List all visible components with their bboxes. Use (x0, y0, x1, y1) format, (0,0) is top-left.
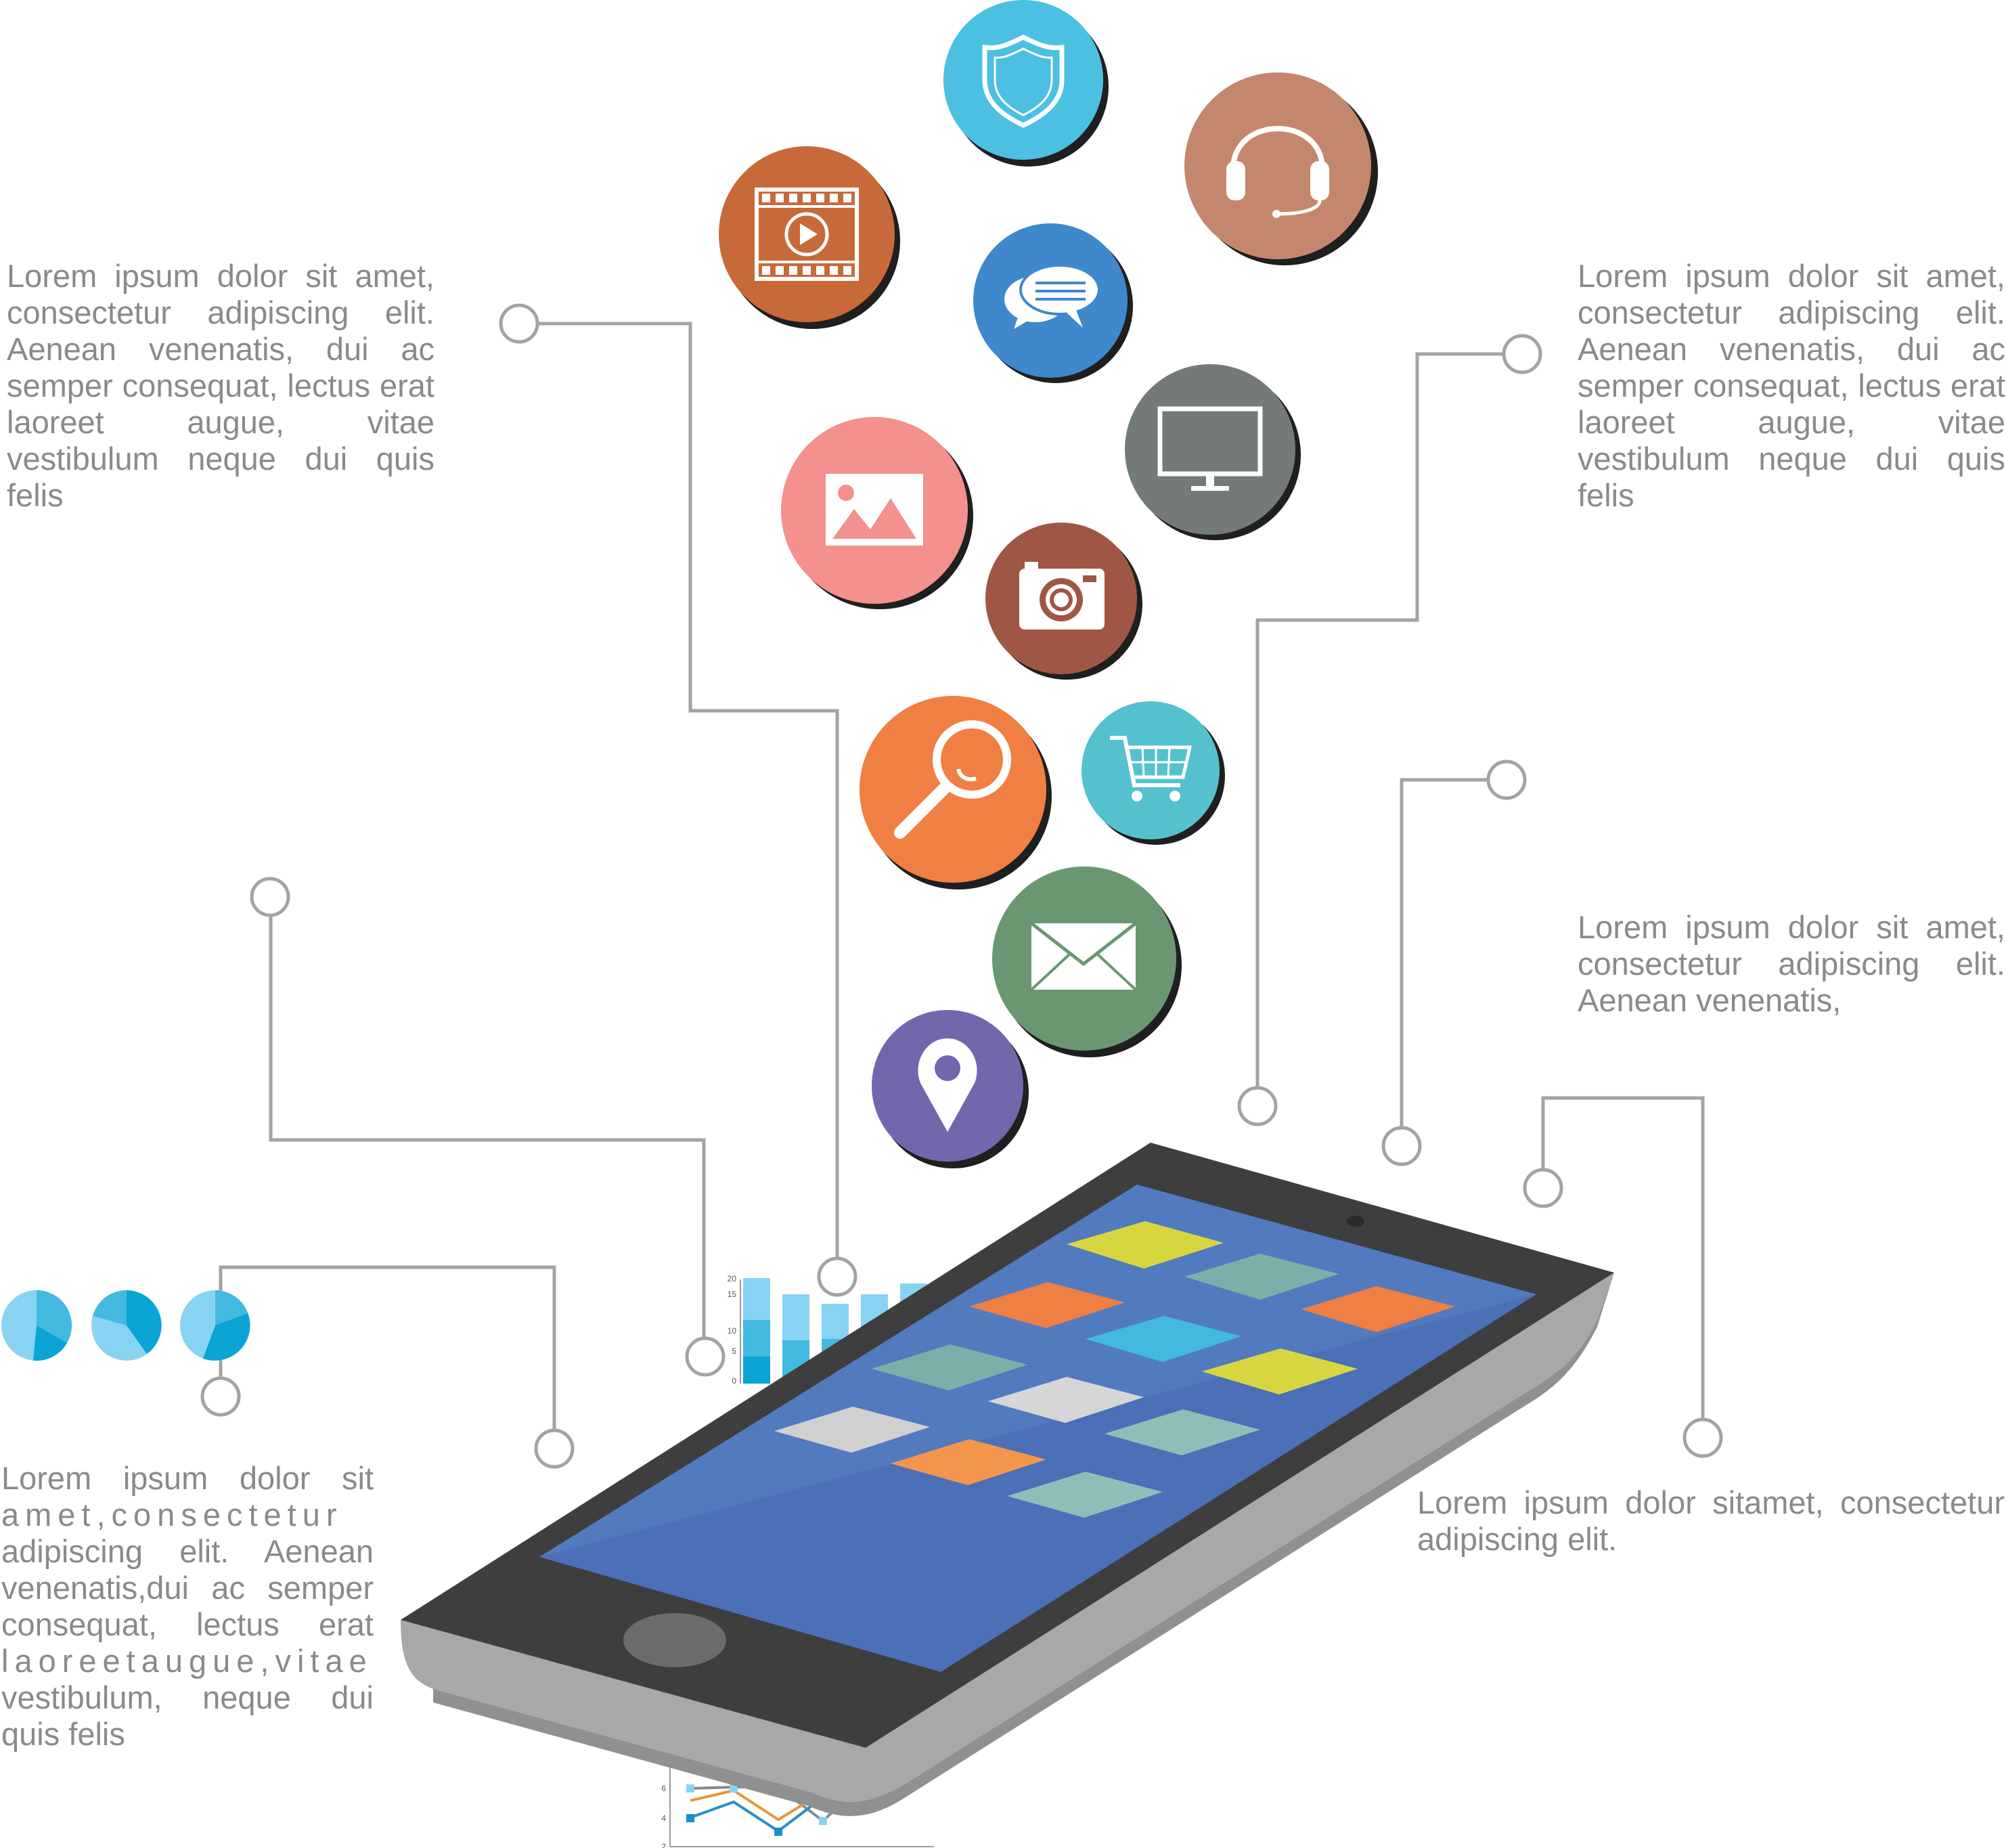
headset-icon (1184, 72, 1378, 265)
icon-circle (1184, 72, 1371, 259)
text-block-top-right: Lorem ipsum dolor sit amet, consectetur … (1578, 258, 2005, 513)
tick-label: 5 (732, 1346, 736, 1356)
app-tile (1086, 1316, 1241, 1362)
app-tile (1184, 1254, 1339, 1300)
icon-circle (1125, 364, 1295, 535)
front-camera (1347, 1216, 1364, 1227)
location-icon (872, 1010, 1029, 1168)
tick-label: 20 (728, 1274, 737, 1283)
text-block-top-left: Lorem ipsum dolor sit amet, consectetur … (7, 258, 434, 513)
connector-node (1682, 1417, 1723, 1458)
app-tile (988, 1377, 1144, 1423)
video-icon (719, 146, 900, 329)
mail-icon (992, 866, 1182, 1057)
connector-nodes (200, 303, 1723, 1469)
text-line: venenatis,dui ac semper (1, 1570, 374, 1606)
text-block-bottom-right: Lorem ipsum dolor sitamet, consectetur a… (1417, 1484, 2005, 1557)
connector-node (1381, 1126, 1422, 1166)
connector-node (1237, 1086, 1278, 1126)
app-tile (969, 1282, 1125, 1328)
tick-label: 15 (728, 1290, 737, 1299)
text-block-bottom-left: Lorem ipsum dolor sit amet,consectetur a… (1, 1460, 374, 1753)
tick-label: 2 (661, 1842, 666, 1848)
app-tile (1007, 1472, 1163, 1518)
icon-circle (943, 0, 1103, 160)
shield-icon (943, 0, 1109, 167)
app-tile (1301, 1286, 1455, 1332)
app-tiles (774, 1221, 1455, 1518)
tick-label: 0 (732, 1376, 736, 1386)
icon-circle (1082, 701, 1220, 839)
connector-node (1486, 760, 1527, 800)
cart-icon (1082, 701, 1225, 845)
text-block-mid-right: Lorem ipsum dolor sit amet, consectetur … (1578, 909, 2005, 1018)
text-line: adipiscing elit. Aenean (1, 1533, 374, 1569)
pie-chart (1, 1290, 72, 1361)
tick-label: 4 (661, 1813, 666, 1823)
camera-icon (985, 523, 1142, 680)
connector-mid-right (1400, 778, 1507, 1146)
text-line: Lorem ipsum dolor sit (1, 1460, 374, 1496)
text-line: quis felis (1, 1716, 125, 1752)
app-tile (872, 1344, 1027, 1390)
connector-bottom-right (1541, 1096, 1705, 1437)
connector-node (534, 1428, 575, 1469)
connector-pie (219, 1265, 556, 1449)
image-icon (781, 417, 973, 609)
app-tile (1105, 1409, 1260, 1455)
monitor-icon (1125, 364, 1301, 540)
app-tile (891, 1439, 1046, 1485)
app-tile (774, 1407, 930, 1453)
connector-video (518, 322, 839, 1276)
connector-node (685, 1336, 726, 1377)
app-tile (1067, 1221, 1224, 1269)
text-line: vestibulum, neque dui (1, 1679, 374, 1715)
connector-node (817, 1256, 857, 1297)
connector-left-chart (269, 897, 706, 1356)
connector-node (250, 877, 290, 917)
connector-monitor (1255, 352, 1521, 1106)
pie-chart (180, 1290, 250, 1361)
connector-node (499, 303, 539, 344)
connector-node (200, 1376, 241, 1417)
tick-label: 10 (728, 1326, 737, 1336)
pie-charts (1, 1290, 250, 1361)
text-line: amet,consectetur (1, 1497, 343, 1533)
bar (743, 1278, 770, 1384)
text-line: consequat, lectus erat (1, 1606, 374, 1642)
connector-node (1523, 1168, 1563, 1208)
tick-label: 6 (661, 1784, 666, 1793)
line-series (690, 1788, 824, 1822)
connector-node (1502, 334, 1542, 374)
phone-edge (401, 1273, 1614, 1802)
text-line: laoreetaugue,vitae (1, 1643, 373, 1679)
search-icon (860, 696, 1052, 889)
app-tile (1202, 1348, 1358, 1394)
chat-icon (973, 223, 1133, 383)
line-series (690, 1796, 824, 1833)
pie-chart (91, 1290, 162, 1361)
smartphone (401, 1143, 1614, 1816)
home-button (623, 1613, 726, 1667)
